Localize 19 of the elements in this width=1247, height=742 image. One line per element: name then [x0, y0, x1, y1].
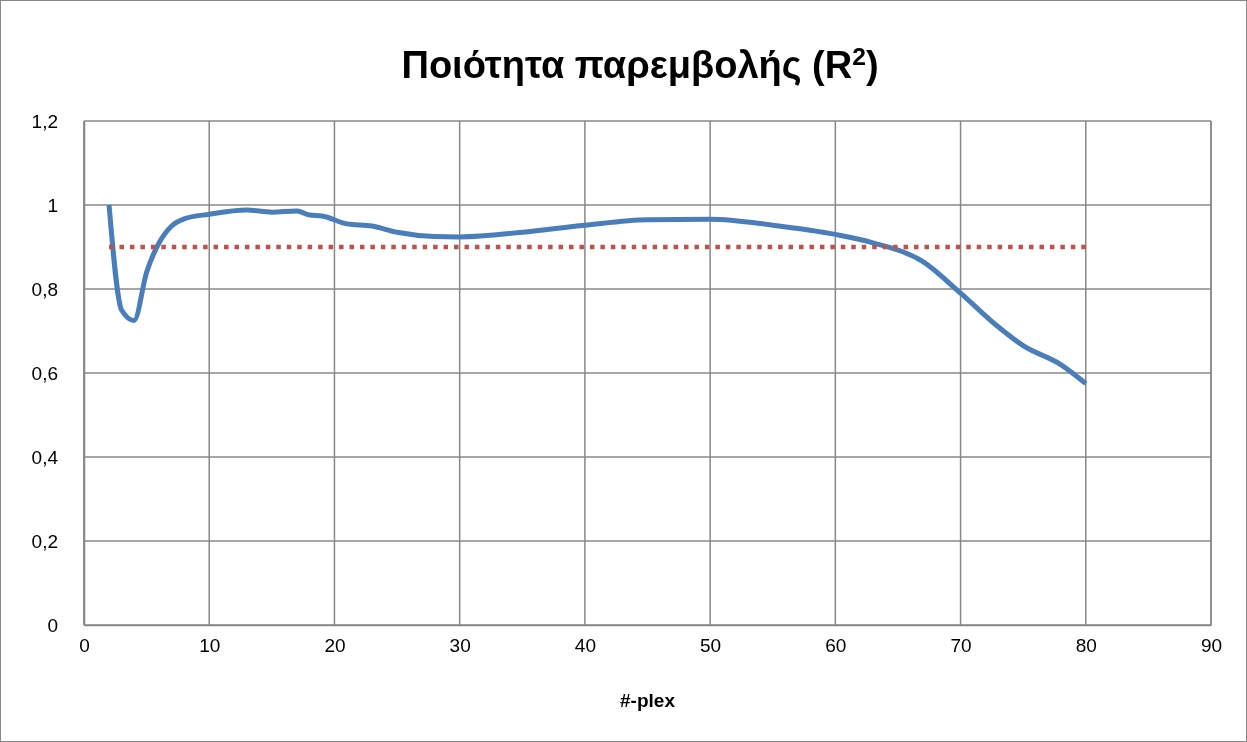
x-tick-label: 60 — [825, 635, 847, 657]
y-tick-label: 0 — [47, 614, 58, 636]
y-tick-label: 0,8 — [31, 278, 58, 300]
y-tick-label: 1,2 — [31, 110, 58, 132]
x-tick-label: 80 — [1075, 635, 1097, 657]
y-tick-label: 0,6 — [31, 362, 58, 384]
x-tick-label: 50 — [700, 635, 722, 657]
x-tick-label: 30 — [449, 635, 471, 657]
x-tick-label: 20 — [324, 635, 346, 657]
y-tick-label: 1 — [47, 194, 58, 216]
chart-title: Ποιότητα παρεμβολής (R$^{2}$) — [401, 42, 879, 86]
y-tick-label: 0,2 — [31, 530, 58, 552]
x-tick-label: 90 — [1200, 635, 1223, 657]
x-tick-label: 0 — [79, 635, 90, 657]
y-tick-label: 0,4 — [31, 446, 59, 468]
x-axis-title: #-plex — [620, 690, 676, 711]
x-tick-label: 40 — [574, 635, 596, 657]
x-tick-label: 70 — [950, 635, 972, 657]
x-tick-label: 10 — [199, 635, 221, 657]
